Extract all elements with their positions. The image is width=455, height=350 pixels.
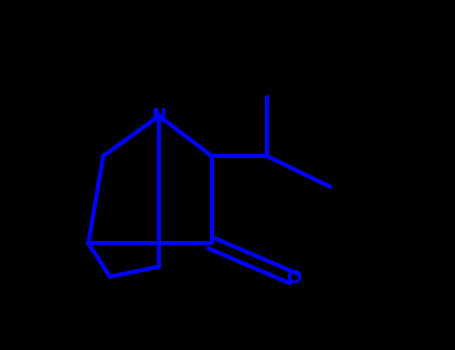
Text: O: O — [286, 270, 301, 287]
Text: N: N — [152, 107, 167, 125]
